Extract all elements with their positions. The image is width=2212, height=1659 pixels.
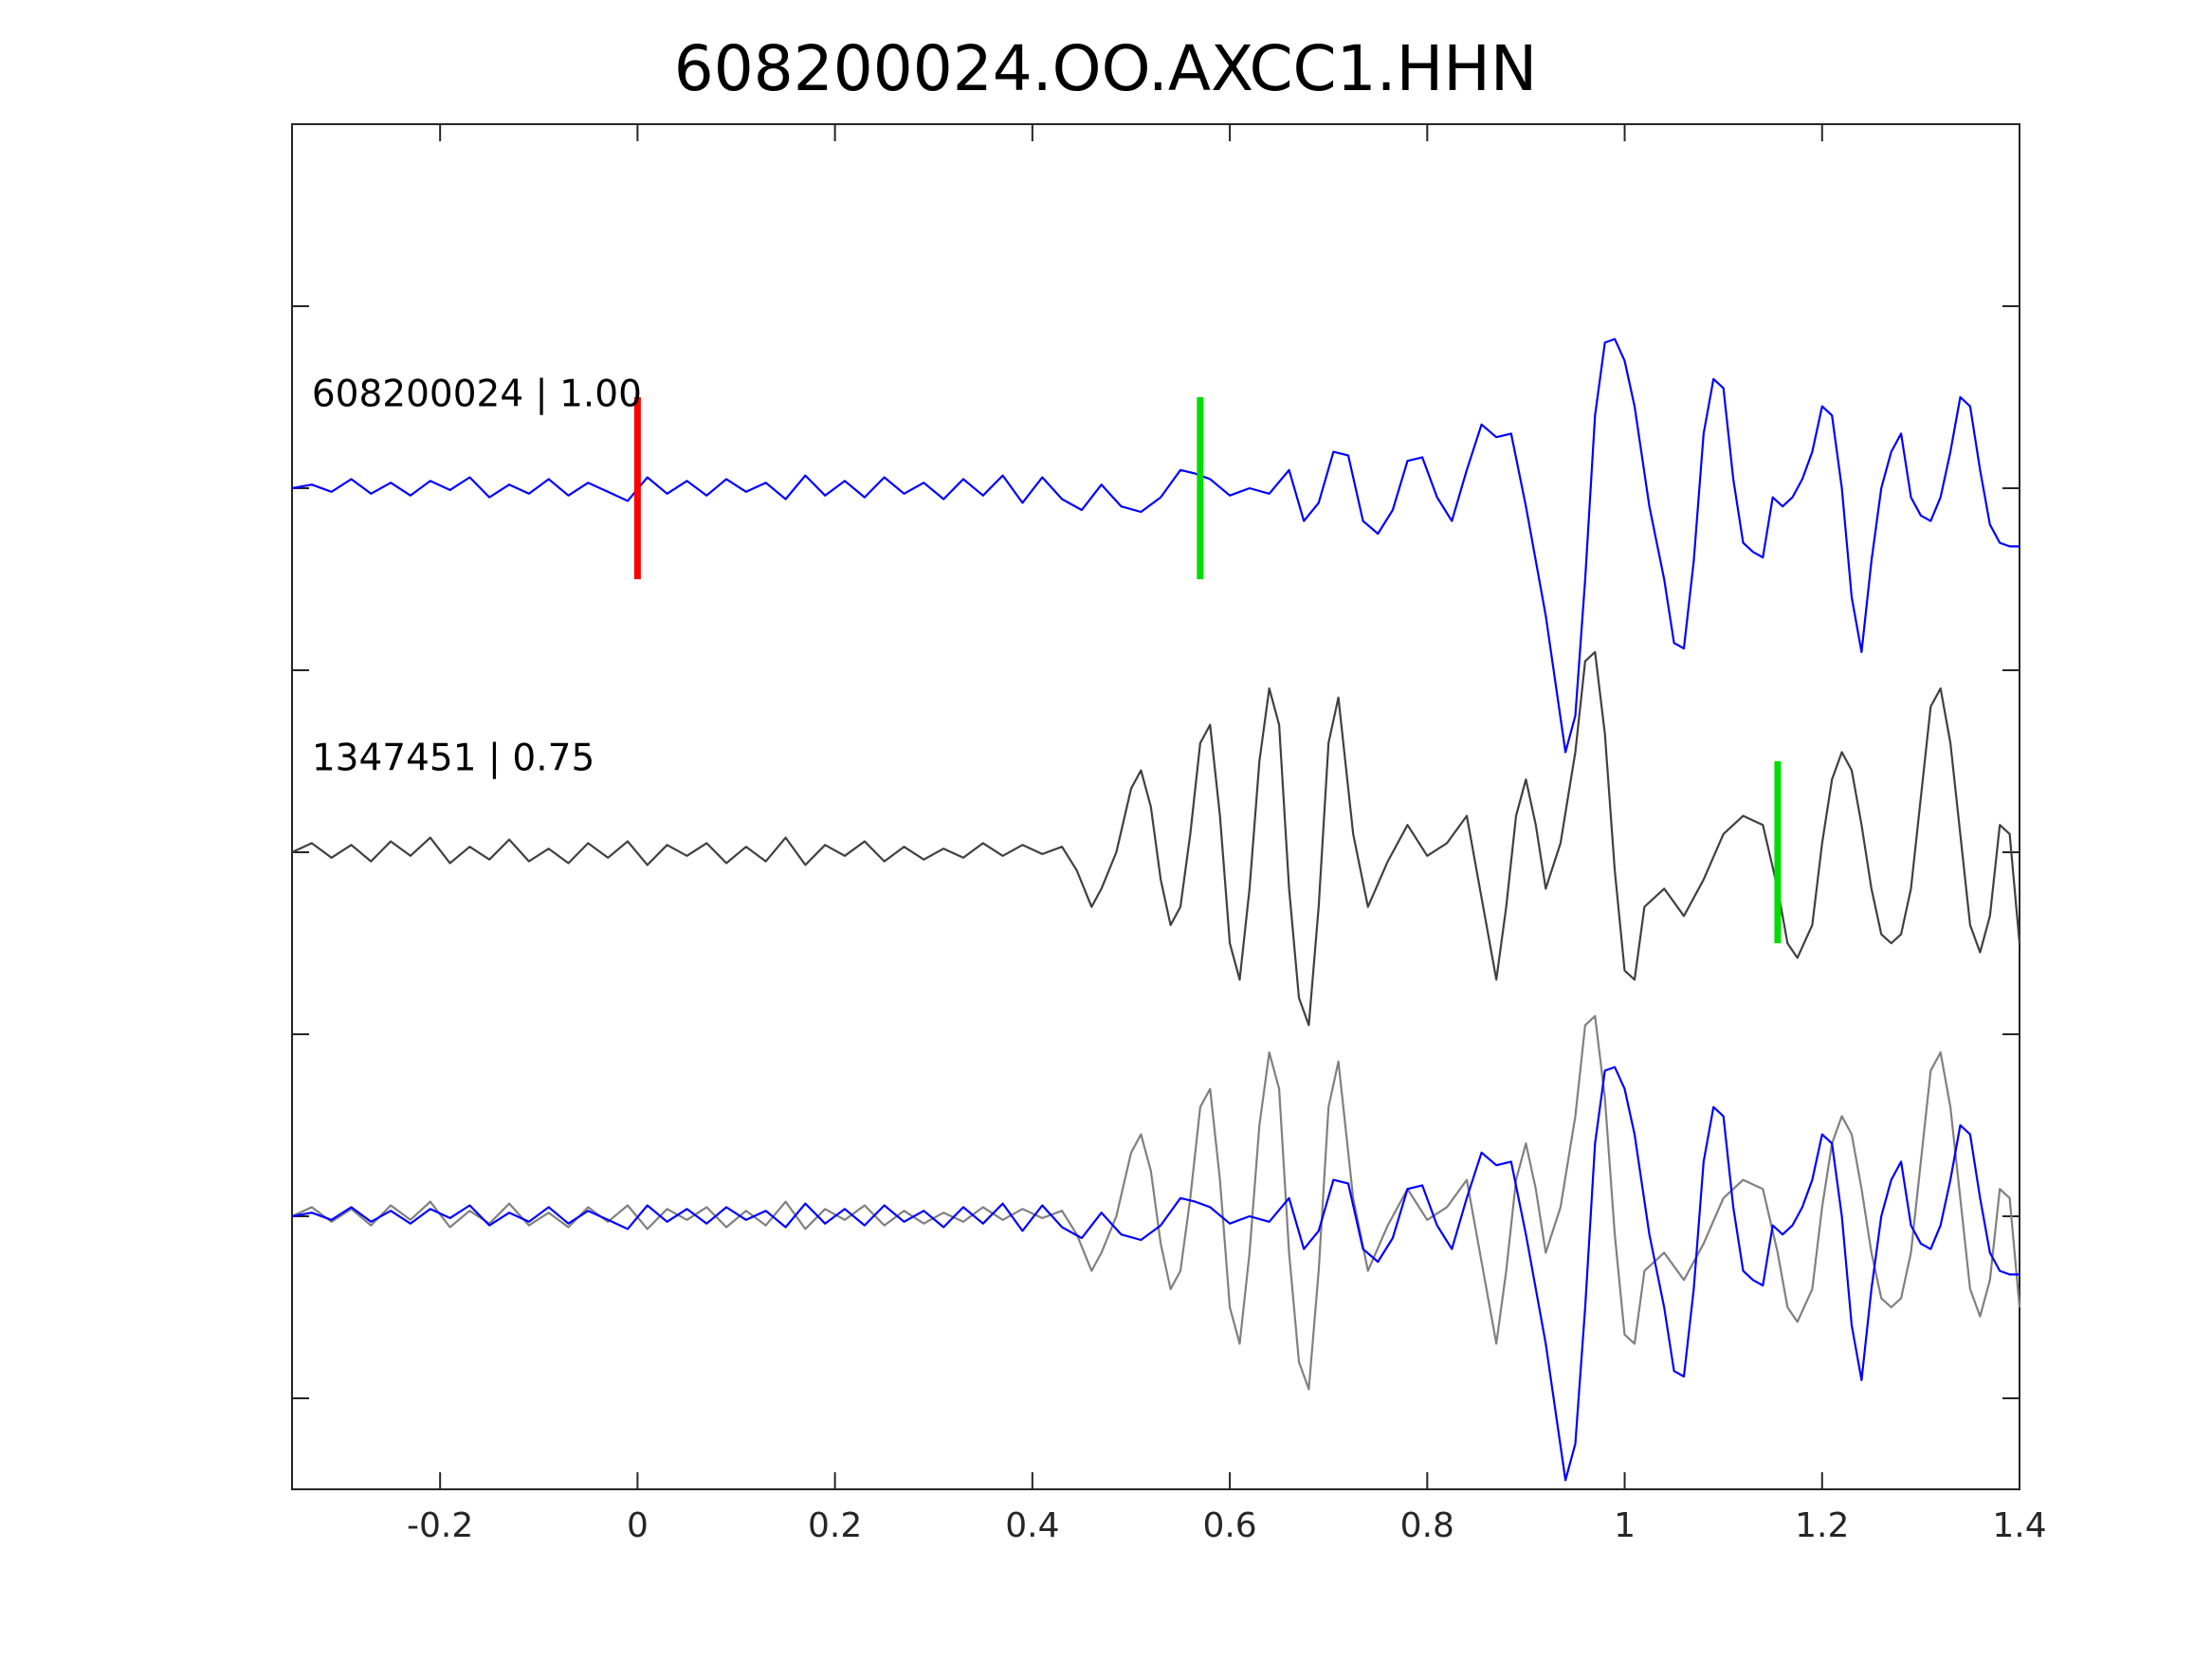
x-tick-label: 0.8 <box>1400 1506 1454 1545</box>
x-tick-label: 0.4 <box>1005 1506 1059 1545</box>
trace-top <box>291 337 2020 754</box>
trace-middle <box>291 650 2021 1027</box>
x-tick-label: 0 <box>627 1506 649 1545</box>
trace-bottom-blue <box>291 1066 2020 1482</box>
plot-area <box>291 123 2020 1490</box>
x-tick-label: 0.6 <box>1202 1506 1256 1545</box>
trace-label: 608200024 | 1.00 <box>312 374 642 416</box>
chart-title: 608200024.OO.AXCC1.HHN <box>674 32 1537 105</box>
x-tick-label: 0.2 <box>808 1506 862 1545</box>
trace-labels: 608200024 | 1.00 1347451 | 0.75 <box>312 374 642 780</box>
x-tick-label: 1 <box>1614 1506 1636 1545</box>
picks-layer <box>633 397 1782 943</box>
x-tick-label: -0.2 <box>407 1506 473 1545</box>
trace-label: 1347451 | 0.75 <box>312 738 594 780</box>
x-tick-label: 1.4 <box>1992 1506 2046 1545</box>
x-tick-labels: -0.2 0 0.2 0.4 0.6 0.8 1 1.2 1.4 <box>407 1506 2047 1545</box>
series-layer <box>291 337 2021 1482</box>
x-tick-label: 1.2 <box>1795 1506 1849 1545</box>
trace-bottom-gray <box>291 1014 2021 1391</box>
